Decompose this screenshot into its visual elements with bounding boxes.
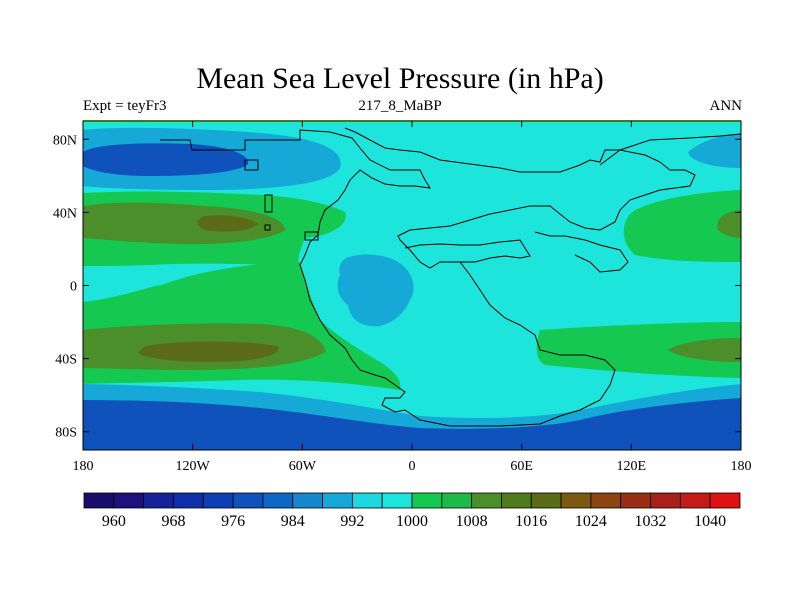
- colorbar-box: [232, 492, 264, 509]
- colorbar-label: 984: [281, 513, 305, 530]
- x-tick-label: 60E: [510, 459, 533, 474]
- colorbar-box: [650, 492, 681, 509]
- x-tick-label: 120W: [176, 459, 211, 474]
- colorbar-label: 968: [161, 513, 185, 530]
- arctic-low-core: [83, 143, 249, 176]
- south-high-core-west-inner: [138, 341, 279, 362]
- coastline-western-continent: [160, 127, 696, 427]
- x-axis: 180 120W 60W 0 60E 120E 180: [73, 121, 752, 474]
- colorbar-box: [113, 492, 145, 509]
- colorbar-box: [83, 492, 115, 509]
- colorbar-label: 976: [221, 513, 245, 530]
- coastline-eastern-landmass: [404, 231, 629, 273]
- colorbar-label: 992: [340, 513, 364, 530]
- x-tick-label: 180: [731, 459, 752, 474]
- north-high-band-east: [623, 190, 741, 262]
- south-high-core-east: [668, 338, 741, 362]
- y-tick-label: 40S: [55, 353, 77, 368]
- colorbar-box: [411, 492, 443, 509]
- colorbar-box: [679, 492, 711, 509]
- y-tick-label: 40N: [53, 206, 77, 221]
- northeast-low: [688, 134, 741, 168]
- coastlines: [160, 127, 741, 427]
- north-high-core-east: [717, 210, 741, 238]
- period-annotation: 217_8_MaBP: [358, 98, 442, 114]
- north-high-core-west-inner: [197, 215, 258, 232]
- colorbar-label: 1008: [456, 513, 488, 530]
- colorbar-label: 960: [102, 513, 126, 530]
- pressure-field: [83, 121, 741, 450]
- colorbar-box: [322, 492, 353, 509]
- colorbar-box: [351, 492, 383, 509]
- colorbar-box: [560, 492, 592, 509]
- colorbar-box: [441, 492, 473, 509]
- coastline-east-polar: [599, 133, 741, 166]
- south-high-band-east: [536, 322, 741, 378]
- chart-title: Mean Sea Level Pressure (in hPa): [196, 62, 604, 95]
- colorbar-box: [501, 492, 532, 509]
- colorbar-box: [173, 492, 204, 509]
- colorbar-label: 1016: [515, 513, 547, 530]
- x-tick-label: 180: [73, 459, 94, 474]
- colorbar-box: [620, 492, 651, 509]
- colorbar-box: [292, 492, 323, 509]
- north-high-core-west: [83, 202, 285, 245]
- colorbar-box: [262, 492, 294, 509]
- x-tick-label: 60W: [289, 459, 317, 474]
- antarctic-low: [83, 398, 741, 450]
- x-tick-label: 0: [409, 459, 416, 474]
- colorbar-box: [471, 492, 502, 509]
- colorbar-label: 1024: [575, 513, 607, 530]
- coastline-arctic-island: [244, 159, 319, 241]
- colorbar-box: [381, 492, 413, 509]
- colorbar-box: [709, 492, 741, 509]
- tropical-low: [337, 254, 414, 327]
- x-tick-label: 120E: [617, 459, 647, 474]
- y-tick-label: 80N: [53, 133, 77, 148]
- colorbar-label: 1032: [635, 513, 667, 530]
- y-axis: 80N 40N 0 40S 80S: [53, 133, 741, 441]
- colorbar-box: [143, 492, 174, 509]
- colorbar-label: 1040: [694, 513, 726, 530]
- y-tick-label: 0: [70, 280, 77, 295]
- colorbar: 960 968 976 984 992 1000 1008 1016 1024 1032 1040: [83, 492, 741, 530]
- season-annotation: ANN: [709, 98, 743, 114]
- colorbar-box: [590, 492, 622, 509]
- y-tick-label: 80S: [55, 426, 77, 441]
- colorbar-label: 1000: [396, 513, 428, 530]
- colorbar-box: [530, 492, 562, 509]
- southern-ocean-band: [83, 384, 741, 429]
- colorbar-box: [202, 492, 234, 509]
- experiment-annotation: Expt = teyFr3: [83, 98, 167, 114]
